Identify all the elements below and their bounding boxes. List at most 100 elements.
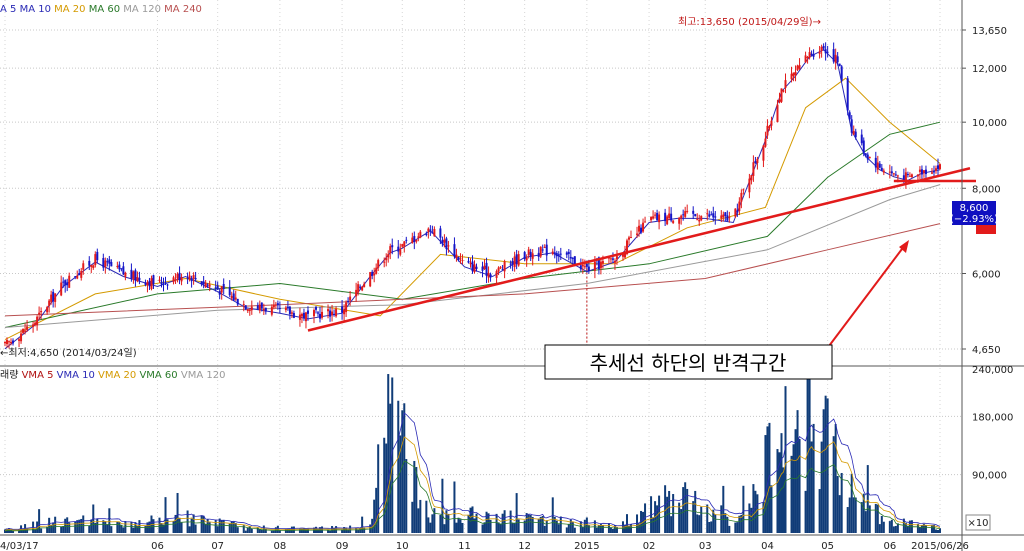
volume-bar <box>164 497 167 533</box>
candle-body <box>74 276 77 278</box>
candle-body <box>501 269 504 271</box>
volume-bar <box>682 487 685 533</box>
candle-body <box>750 175 753 181</box>
candle-body <box>820 46 823 51</box>
candle-body <box>529 251 532 257</box>
volume-bar <box>66 517 69 533</box>
candle-body <box>68 275 71 288</box>
volume-bar <box>110 526 113 533</box>
candle-body <box>160 281 163 285</box>
candle-body <box>475 266 478 269</box>
volume-bar <box>363 527 366 533</box>
candle-body <box>934 168 937 171</box>
volume-bar <box>672 494 675 533</box>
candle-body <box>625 240 628 255</box>
candle-body <box>724 212 727 216</box>
candle-body <box>50 294 53 302</box>
candle-body <box>164 282 167 284</box>
volume-bar <box>391 377 394 533</box>
candle-body <box>680 215 683 219</box>
price-tick-label: 8,000 <box>972 184 1001 195</box>
candle-body <box>413 235 416 243</box>
candle-body <box>726 215 729 221</box>
current-price: 8,600 <box>960 203 989 214</box>
candle-body <box>302 312 305 319</box>
volume-moving-averages <box>4 412 941 532</box>
volume-bar <box>712 509 715 533</box>
volume-bar <box>790 455 793 533</box>
ma-line <box>4 184 941 328</box>
volume-bar <box>302 528 305 533</box>
candle-body <box>573 256 576 266</box>
candle-body <box>918 169 921 172</box>
volume-bar <box>728 525 731 533</box>
volume-bar <box>854 497 857 533</box>
candle-body <box>298 314 301 320</box>
ma-10-line <box>4 49 941 350</box>
candle-body <box>922 170 925 173</box>
volume-bar <box>230 521 233 533</box>
candle-body <box>906 174 909 176</box>
volume-bar <box>882 521 885 533</box>
volume-bar <box>413 460 416 533</box>
candle-body <box>734 208 737 217</box>
candle-body <box>778 99 781 103</box>
candle-body <box>397 246 400 252</box>
volume-bar <box>810 441 813 533</box>
candle-body <box>808 52 811 58</box>
candle-body <box>118 264 121 270</box>
date-tick-label: 12 <box>518 541 531 551</box>
volume-bar <box>740 514 743 533</box>
volume-bar <box>361 516 364 533</box>
candle-body <box>706 213 709 215</box>
volume-bar <box>90 519 93 533</box>
volume-legend-item: VMA 20 <box>95 370 136 381</box>
candle-body <box>286 306 289 309</box>
candle-body <box>818 51 821 54</box>
volume-bar <box>108 508 111 533</box>
volume-bar <box>38 509 41 533</box>
volume-bar <box>329 530 332 533</box>
volume-bar <box>537 518 540 533</box>
candle-body <box>932 171 935 173</box>
volume-tick-label: 90,000 <box>972 471 1007 482</box>
candle-body <box>569 256 572 259</box>
candle-body <box>874 157 877 168</box>
candle-body <box>66 282 69 286</box>
candle-body <box>20 333 23 342</box>
candle-body <box>445 238 448 249</box>
volume-bar <box>160 522 163 533</box>
volume-bar <box>34 529 37 533</box>
volume-legend: 래량 VMA 5 VMA 10 VMA 20 VMA 60 VMA 120 <box>0 369 225 381</box>
candle-body <box>864 153 867 156</box>
candle-body <box>668 213 671 219</box>
candle-body <box>852 130 855 135</box>
volume-bar <box>742 485 745 533</box>
candle-body <box>355 289 358 297</box>
candle-body <box>664 212 667 222</box>
price-tick-label: 13,650 <box>972 26 1007 37</box>
candle-body <box>272 304 275 308</box>
candle-body <box>387 254 390 258</box>
candle-body <box>373 273 376 276</box>
candle-body <box>276 303 279 306</box>
price-legend-item: MA 240 <box>161 4 202 15</box>
trendline <box>307 167 971 332</box>
candle-body <box>565 252 568 255</box>
candle-body <box>300 313 303 317</box>
volume-bar <box>523 520 526 533</box>
candle-body <box>551 251 554 254</box>
volume-bar <box>417 508 420 533</box>
candle-body <box>483 265 486 270</box>
volume-bar <box>874 503 877 533</box>
candle-body <box>62 281 65 283</box>
candle-body <box>888 171 891 173</box>
candle-body <box>824 49 827 54</box>
candle-body <box>868 157 871 159</box>
volume-bar <box>792 444 795 533</box>
candle-body <box>840 66 843 81</box>
candle-body <box>343 309 346 315</box>
volume-bar <box>850 473 853 533</box>
candle-body <box>341 306 344 313</box>
